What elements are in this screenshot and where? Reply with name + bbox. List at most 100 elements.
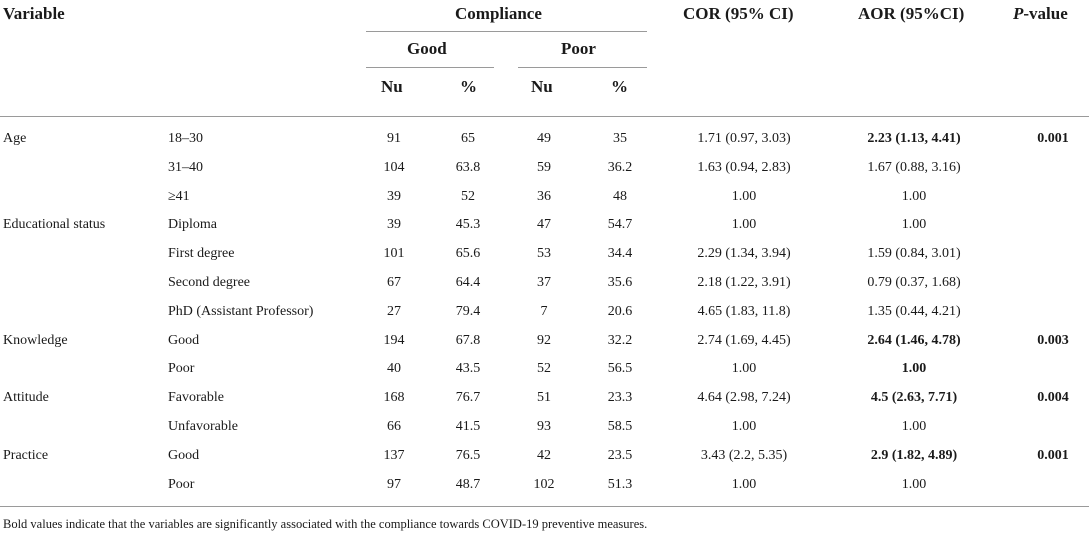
cell-good-n: 137 — [383, 448, 405, 463]
cell-variable: Attitude — [3, 390, 49, 405]
cell-variable: Knowledge — [3, 333, 68, 348]
cell-good-pct: 65.6 — [455, 246, 481, 261]
cell-poor-pct: 56.5 — [607, 361, 633, 376]
cell-cor: 1.00 — [731, 419, 757, 434]
cell-aor: 4.5 (2.63, 7.71) — [870, 390, 958, 405]
cell-category: Poor — [168, 477, 195, 492]
cell-good-n: 168 — [383, 390, 405, 405]
cell-aor: 1.35 (0.44, 4.21) — [867, 304, 961, 319]
cell-good-n: 97 — [387, 477, 401, 492]
cell-category: Unfavorable — [168, 419, 238, 434]
cell-cor: 2.18 (1.22, 3.91) — [697, 275, 791, 290]
cell-good-pct: 63.8 — [455, 160, 481, 175]
cell-good-n: 91 — [387, 131, 401, 146]
header-poor-nu: Nu — [531, 77, 553, 96]
cell-poor-pct: 35.6 — [607, 275, 633, 290]
cell-good-pct: 43.5 — [455, 361, 481, 376]
cell-pvalue: 0.001 — [1037, 448, 1069, 463]
cell-category: PhD (Assistant Professor) — [168, 304, 314, 319]
cell-poor-pct: 51.3 — [607, 477, 633, 492]
cell-good-n: 66 — [387, 419, 401, 434]
cell-category: Second degree — [168, 275, 251, 290]
cell-aor: 2.64 (1.46, 4.78) — [867, 333, 961, 348]
table-bottom-rule — [0, 506, 1089, 507]
cell-good-pct: 45.3 — [455, 217, 481, 232]
cell-aor: 2.9 (1.82, 4.89) — [870, 448, 958, 463]
header-cor: COR (95% CI) — [683, 4, 794, 23]
cell-cor: 1.00 — [731, 361, 757, 376]
cell-poor-pct: 35 — [613, 131, 627, 146]
cell-category: 18–30 — [168, 131, 203, 146]
cell-poor-pct: 34.4 — [607, 246, 633, 261]
cell-good-pct: 76.5 — [455, 448, 481, 463]
cell-poor-n: 52 — [537, 361, 551, 376]
cell-aor: 1.00 — [901, 217, 927, 232]
cell-category: Diploma — [168, 217, 217, 232]
cell-pvalue: 0.004 — [1037, 390, 1069, 405]
cell-poor-n: 53 — [537, 246, 551, 261]
good-underline — [366, 67, 494, 68]
cell-aor: 1.59 (0.84, 3.01) — [867, 246, 961, 261]
cell-poor-n: 36 — [537, 189, 551, 204]
cell-poor-pct: 54.7 — [607, 217, 633, 232]
cell-cor: 4.65 (1.83, 11.8) — [697, 304, 791, 319]
cell-poor-n: 93 — [537, 419, 551, 434]
cell-good-n: 194 — [383, 333, 405, 348]
cell-category: Favorable — [168, 390, 224, 405]
cell-good-n: 67 — [387, 275, 401, 290]
cell-aor: 1.00 — [901, 361, 927, 376]
cell-pvalue: 0.003 — [1037, 333, 1069, 348]
cell-cor: 1.71 (0.97, 3.03) — [697, 131, 791, 146]
cell-pvalue: 0.001 — [1037, 131, 1069, 146]
cell-good-pct: 79.4 — [455, 304, 481, 319]
header-aor: AOR (95%CI) — [858, 4, 965, 23]
cell-category: First degree — [168, 246, 235, 261]
cell-poor-pct: 20.6 — [607, 304, 633, 319]
cell-category: Good — [168, 333, 200, 348]
cell-poor-n: 42 — [537, 448, 551, 463]
cell-poor-pct: 23.3 — [607, 390, 633, 405]
cell-poor-n: 102 — [533, 477, 555, 492]
cell-poor-pct: 36.2 — [607, 160, 633, 175]
header-poor: Poor — [561, 39, 596, 58]
header-pvalue: P-value — [1013, 4, 1068, 24]
header-pvalue-rest: -value — [1023, 4, 1068, 23]
cell-cor: 1.00 — [731, 189, 757, 204]
cell-variable: Practice — [3, 448, 49, 463]
cell-variable: Educational status — [3, 217, 106, 232]
cell-cor: 2.74 (1.69, 4.45) — [697, 333, 791, 348]
cell-good-n: 101 — [383, 246, 405, 261]
cell-poor-n: 47 — [537, 217, 551, 232]
cell-aor: 1.00 — [901, 477, 927, 492]
cell-good-pct: 65 — [461, 131, 475, 146]
cell-category: 31–40 — [168, 160, 203, 175]
header-good-pct: % — [460, 77, 477, 96]
header-bottom-rule — [0, 116, 1089, 117]
cell-category: Good — [168, 448, 200, 463]
cell-aor: 2.23 (1.13, 4.41) — [867, 131, 961, 146]
header-good: Good — [407, 39, 447, 58]
cell-good-pct: 76.7 — [455, 390, 481, 405]
cell-category: Poor — [168, 361, 195, 376]
cell-category: ≥41 — [168, 189, 190, 204]
cell-good-pct: 41.5 — [455, 419, 481, 434]
cell-good-n: 104 — [383, 160, 405, 175]
cell-poor-n: 51 — [537, 390, 551, 405]
cell-good-n: 27 — [387, 304, 401, 319]
cell-good-pct: 52 — [461, 189, 475, 204]
header-poor-pct: % — [611, 77, 628, 96]
cell-aor: 1.00 — [901, 189, 927, 204]
cell-good-n: 39 — [387, 189, 401, 204]
cell-aor: 0.79 (0.37, 1.68) — [867, 275, 961, 290]
cell-cor: 1.63 (0.94, 2.83) — [697, 160, 791, 175]
compliance-underline — [366, 31, 647, 32]
cell-poor-n: 7 — [540, 304, 548, 319]
cell-poor-n: 49 — [537, 131, 551, 146]
header-variable: Variable — [3, 4, 65, 23]
cell-cor: 2.29 (1.34, 3.94) — [697, 246, 791, 261]
cell-poor-pct: 32.2 — [607, 333, 633, 348]
header-pvalue-italic: P — [1013, 4, 1024, 23]
cell-poor-pct: 48 — [613, 189, 627, 204]
cell-good-pct: 64.4 — [455, 275, 481, 290]
header-good-nu: Nu — [381, 77, 403, 96]
